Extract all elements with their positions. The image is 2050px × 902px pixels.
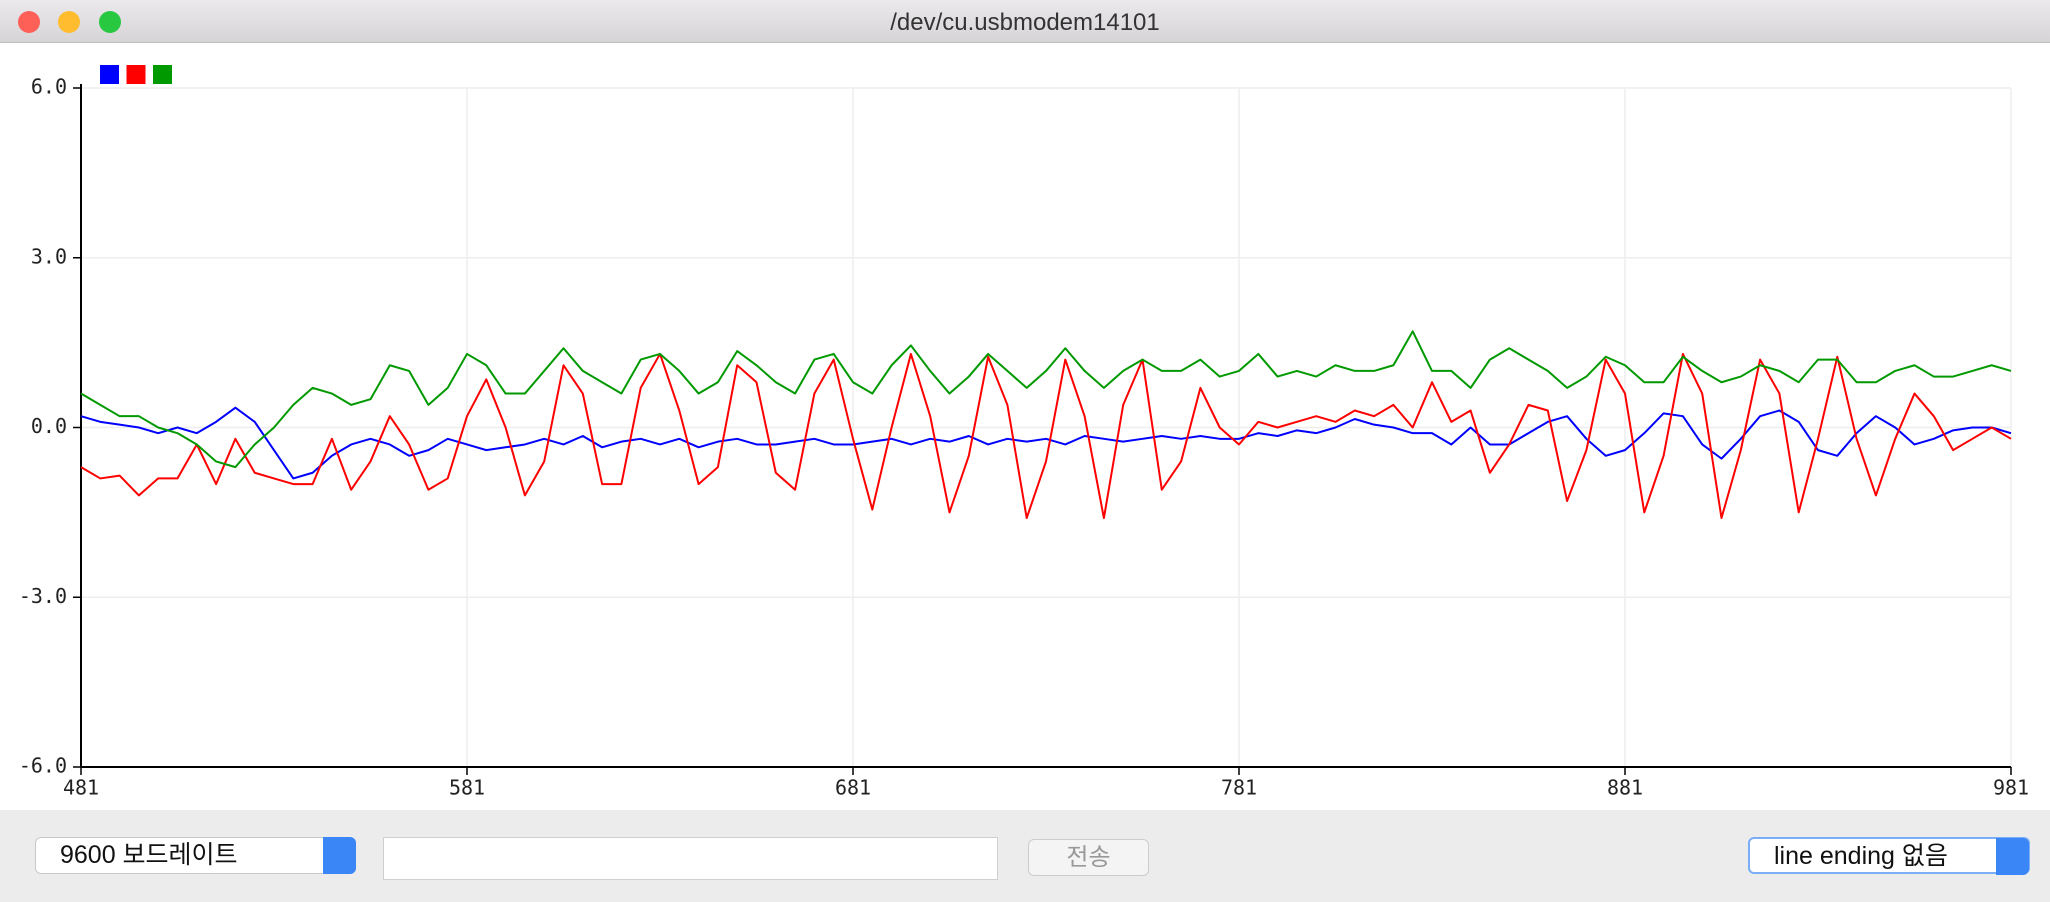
zoom-button[interactable] xyxy=(99,11,121,33)
select-arrow xyxy=(323,837,356,874)
series-line xyxy=(80,406,2012,480)
line-ending-select[interactable]: line ending 없음 xyxy=(1748,837,2030,875)
x-tick-label: 481 xyxy=(63,776,99,800)
baud-select[interactable]: 9600 보드레이트 xyxy=(35,837,356,874)
y-tick-label: 3.0 xyxy=(31,244,67,268)
x-tick-label: 781 xyxy=(1221,776,1257,800)
series-line xyxy=(80,352,2012,520)
window-title: /dev/cu.usbmodem14101 xyxy=(890,9,1160,36)
x-tick-label: 581 xyxy=(449,776,485,800)
close-button[interactable] xyxy=(18,11,40,33)
x-tick-label: 981 xyxy=(1993,776,2029,800)
x-tick-label: 881 xyxy=(1607,776,1643,800)
y-tick-label: 6.0 xyxy=(31,75,67,99)
y-tick-label: -3.0 xyxy=(19,584,67,608)
line-ending-label: line ending 없음 xyxy=(1774,842,1948,870)
y-tick-label: 0.0 xyxy=(31,414,67,438)
select-arrow xyxy=(1996,838,2029,875)
message-input[interactable] xyxy=(383,837,998,880)
baud-label: 9600 보드레이트 xyxy=(60,841,238,869)
legend-swatch xyxy=(126,65,146,84)
chart: -6.0 -3.0 0.0 3.0 6.0 481 581 681 781 881 981 xyxy=(19,65,2029,800)
y-tick-label: -6.0 xyxy=(19,754,67,778)
legend-swatch xyxy=(153,65,172,84)
minimize-button[interactable] xyxy=(58,11,80,33)
x-tick-label: 681 xyxy=(835,776,871,800)
control-panel: 9600 보드레이트 전송 line ending 없음 xyxy=(0,810,2050,902)
send-button[interactable]: 전송 xyxy=(1028,839,1149,876)
title-bar: /dev/cu.usbmodem14101 xyxy=(0,0,2050,43)
legend-swatch xyxy=(100,65,119,84)
series-line xyxy=(80,330,2012,469)
